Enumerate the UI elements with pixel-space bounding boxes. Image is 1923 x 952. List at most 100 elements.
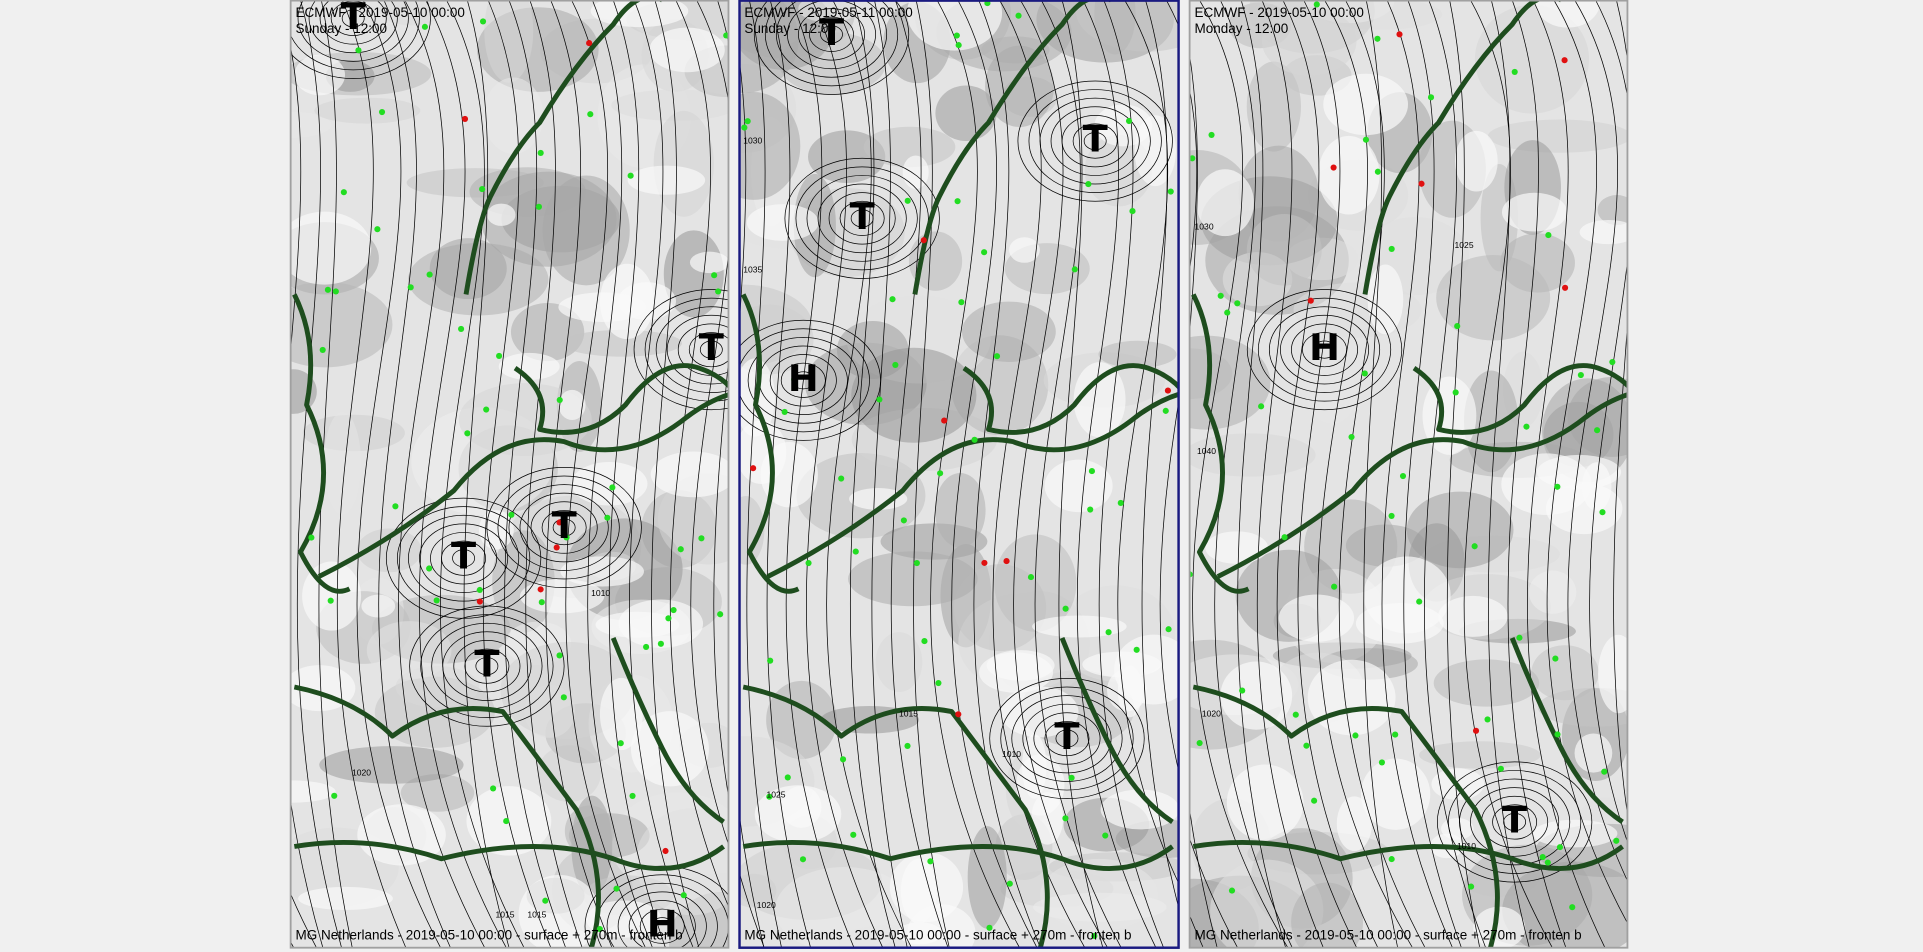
light-area (1598, 634, 1628, 714)
isobar (398, 0, 485, 948)
light-area (1278, 594, 1355, 642)
weather-dot (604, 514, 611, 521)
light-area (1438, 595, 1508, 637)
light-area (498, 352, 560, 381)
terrain-shade (480, 171, 617, 267)
weather-dot (1601, 768, 1608, 775)
weather-dot (1068, 774, 1075, 781)
weather-dot (340, 189, 347, 196)
weather-dot (1388, 856, 1395, 863)
isobar (1381, 0, 1453, 948)
coastline (463, 0, 663, 295)
weather-dot (971, 436, 978, 443)
weather-dot (1472, 727, 1480, 734)
weather-dot (784, 774, 791, 781)
weather-dot (490, 785, 497, 792)
pressure-system: T (699, 326, 724, 369)
isobar (440, 0, 525, 948)
light-area (1100, 789, 1179, 830)
terrain-shade (934, 472, 986, 548)
weather-dot (1552, 655, 1559, 662)
isobar-ring (699, 340, 723, 359)
light-area (558, 389, 586, 421)
isobar (1463, 0, 1553, 948)
light-area (902, 155, 929, 189)
isobar (525, 0, 583, 948)
weather-dot (1105, 629, 1112, 636)
weather-dot (1292, 711, 1299, 718)
weather-dot (496, 352, 503, 360)
light-area (1073, 362, 1126, 438)
light-area (1031, 792, 1064, 845)
weather-dot (1577, 371, 1584, 379)
isobar (826, 0, 912, 948)
weather-dot (1234, 300, 1241, 307)
isobar-label: 1020 (757, 900, 776, 910)
isobar-ring (786, 0, 877, 70)
light-area (649, 27, 725, 73)
weather-dot (1613, 837, 1620, 844)
weather-dot (1208, 131, 1215, 138)
weather-dot (1087, 506, 1094, 513)
weather-dot (1362, 136, 1370, 143)
weather-dot (1125, 117, 1133, 125)
light-area (486, 203, 516, 226)
terrain-shade (961, 301, 1056, 362)
weather-dot (426, 271, 433, 278)
isobar-ring (1044, 720, 1090, 757)
light-area (1323, 73, 1409, 136)
pressure-system: H (1309, 326, 1340, 369)
isobar-ring (452, 549, 475, 568)
weather-dot (629, 792, 636, 799)
isobar-label: 1015 (899, 708, 918, 718)
isobar-ring (341, 9, 365, 28)
weather-dot (1102, 832, 1109, 839)
isobar (1013, 0, 1108, 948)
weather-dot (483, 406, 490, 413)
isobar-ring (297, 0, 409, 62)
pressure-system: H (647, 903, 678, 946)
isobar-ring (419, 523, 509, 593)
terrain-shade (1246, 214, 1322, 286)
isobar (1141, 0, 1179, 909)
coastline (1216, 392, 1628, 579)
pressure-system: T (451, 535, 476, 578)
isobar (1363, 0, 1398, 948)
isobar (318, 0, 353, 948)
weather-dot (1544, 859, 1551, 866)
isobar-ring (385, 497, 542, 619)
isobar-ring (806, 175, 918, 262)
terrain-shade (323, 411, 362, 515)
light-area (1032, 615, 1127, 638)
isobar-ring (688, 332, 729, 368)
isobar (746, 0, 782, 948)
weather-dot (937, 470, 944, 477)
light-area (630, 711, 709, 787)
isobar-ring (1470, 787, 1560, 857)
light-area (558, 292, 647, 322)
weather-dot (852, 548, 859, 555)
weather-dot (1427, 94, 1435, 101)
isobar-ring (775, 0, 888, 78)
isobar-ring (442, 631, 532, 701)
terrain-shade (1307, 362, 1357, 425)
light-area (298, 886, 393, 911)
pressure-system: T (1083, 118, 1108, 161)
weather-dot (1217, 292, 1224, 299)
isobar-label: 1010 (1457, 841, 1476, 851)
isobar-ring (633, 289, 729, 411)
weather-dot (1330, 164, 1337, 171)
coastline (1412, 363, 1628, 435)
coastline (962, 363, 1179, 435)
isobar-ring (475, 657, 499, 676)
terrain-shade (798, 0, 859, 23)
map-panel: T T T H T 1030 1035 1025 1015 1010 1020 ECMWF - 201… (739, 0, 1179, 948)
isobar (378, 0, 451, 948)
isobar-ring (650, 917, 674, 936)
light-area (1220, 661, 1293, 730)
isobar (1076, 0, 1156, 948)
weather-dot (627, 172, 634, 179)
coastline (912, 0, 1112, 295)
weather-dot (1545, 232, 1552, 239)
